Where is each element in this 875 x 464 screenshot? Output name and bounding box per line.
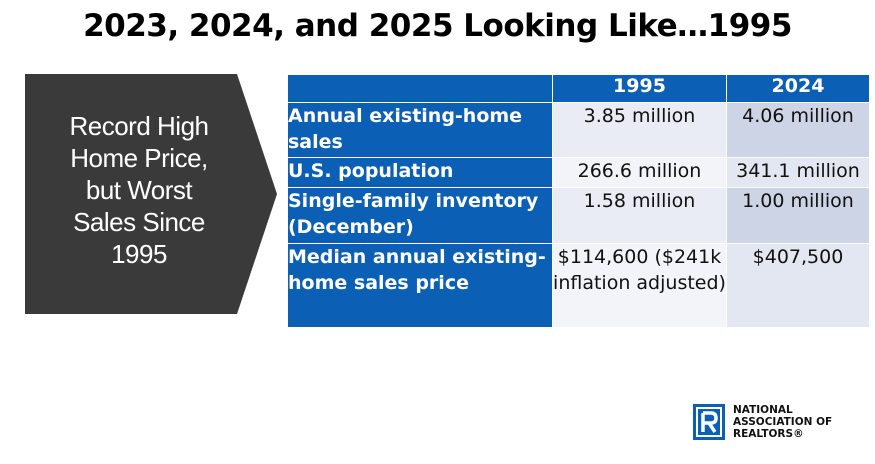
logo-line: NATIONAL (733, 404, 793, 416)
cell-1995: 1.58 million (552, 187, 727, 244)
table-row: Median annual existing-home sales price … (287, 243, 870, 328)
callout-arrow: Record High Home Price, but Worst Sales … (25, 74, 280, 314)
logo-wordmark: NATIONAL ASSOCIATION OF REALTORS® (733, 404, 832, 440)
row-label: Single-family inventory (December) (287, 187, 553, 244)
table-header-2024: 2024 (726, 74, 870, 103)
callout-text: Record High Home Price, but Worst Sales … (25, 110, 253, 270)
realtor-r-icon (693, 404, 725, 440)
arrow-shape (25, 74, 277, 314)
callout-line: Record High (69, 111, 209, 141)
cell-1995: $114,600 ($241k inflation adjusted) (552, 243, 727, 328)
table-header-row: 1995 2024 (287, 74, 870, 103)
callout-line: Home Price, (70, 143, 208, 173)
cell-1995: 266.6 million (552, 157, 727, 188)
cell-1995: 3.85 million (552, 102, 727, 158)
callout-line: 1995 (111, 239, 167, 269)
table-header-corner (287, 74, 553, 103)
cell-2024: 341.1 million (726, 157, 870, 188)
table-row: U.S. population 266.6 million 341.1 mill… (287, 157, 870, 188)
logo-line: REALTORS® (733, 428, 804, 440)
cell-2024: $407,500 (726, 243, 870, 328)
cell-2024: 4.06 million (726, 102, 870, 158)
nar-logo: NATIONAL ASSOCIATION OF REALTORS® (693, 404, 832, 440)
row-label: U.S. population (287, 157, 553, 188)
callout-line: Sales Since (73, 207, 205, 237)
row-label: Annual existing-home sales (287, 102, 553, 158)
row-label: Median annual existing-home sales price (287, 243, 553, 328)
callout-line: but Worst (85, 175, 193, 205)
table-row: Annual existing-home sales 3.85 million … (287, 102, 870, 158)
table-header-1995: 1995 (552, 74, 727, 103)
slide-title: 2023, 2024, and 2025 Looking Like…1995 (83, 8, 792, 44)
comparison-table: 1995 2024 Annual existing-home sales 3.8… (287, 74, 870, 328)
table-row: Single-family inventory (December) 1.58 … (287, 187, 870, 244)
logo-line: ASSOCIATION OF (733, 416, 833, 428)
cell-2024: 1.00 million (726, 187, 870, 244)
